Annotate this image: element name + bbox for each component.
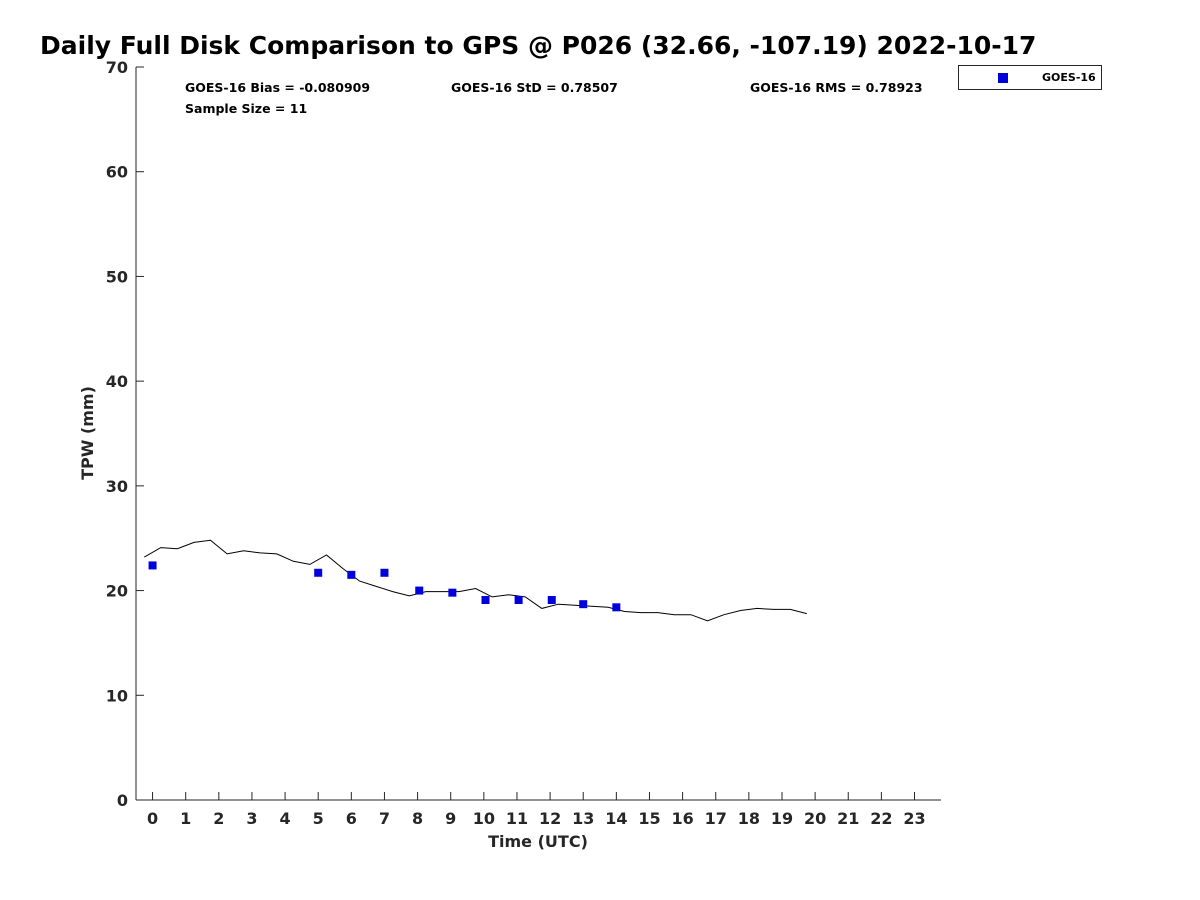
stat-rms: GOES-16 RMS = 0.78923 xyxy=(750,80,923,95)
chart-title: Daily Full Disk Comparison to GPS @ P026… xyxy=(40,31,1036,60)
y-tick-label: 20 xyxy=(106,582,128,601)
x-tick-label: 21 xyxy=(837,809,859,828)
x-tick-label: 3 xyxy=(246,809,257,828)
goes16-data-point xyxy=(612,603,621,612)
x-tick-label: 13 xyxy=(572,809,594,828)
stat-bias: GOES-16 Bias = -0.080909 xyxy=(185,80,370,95)
y-tick-label: 40 xyxy=(106,372,128,391)
x-tick-label: 23 xyxy=(903,809,925,828)
x-tick-label: 8 xyxy=(412,809,423,828)
x-tick-label: 19 xyxy=(771,809,793,828)
legend-label-goes16: GOES-16 xyxy=(1042,71,1096,84)
x-tick-label: 7 xyxy=(379,809,390,828)
goes16-data-point xyxy=(547,595,556,604)
goes16-markers xyxy=(148,561,621,612)
x-tick-label: 1 xyxy=(180,809,191,828)
y-tick-label: 70 xyxy=(106,58,128,77)
x-tick-label: 16 xyxy=(671,809,693,828)
goes16-data-point xyxy=(481,595,490,604)
x-tick-label: 6 xyxy=(346,809,357,828)
x-tick-label: 22 xyxy=(870,809,892,828)
y-tick-label: 30 xyxy=(106,477,128,496)
x-tick-label: 12 xyxy=(539,809,561,828)
goes16-data-point xyxy=(148,561,157,570)
goes16-data-point xyxy=(415,586,424,595)
stat-std: GOES-16 StD = 0.78507 xyxy=(451,80,618,95)
goes16-data-point xyxy=(314,568,323,577)
x-axis-label: Time (UTC) xyxy=(488,832,588,851)
goes16-data-point xyxy=(579,600,588,609)
x-ticks: 0 1 2 3 4 5 6 7 8 9 10 11 12 13 14 15 16 17 18 19 20 21 22 23 xyxy=(147,792,926,828)
x-tick-label: 0 xyxy=(147,809,158,828)
legend-box xyxy=(958,65,1102,90)
x-tick-label: 17 xyxy=(705,809,727,828)
x-tick-label: 9 xyxy=(445,809,456,828)
x-tick-label: 15 xyxy=(638,809,660,828)
x-tick-label: 5 xyxy=(313,809,324,828)
goes16-data-point xyxy=(514,595,523,604)
x-tick-label: 4 xyxy=(280,809,291,828)
goes16-data-point xyxy=(347,570,356,579)
gps-series-line xyxy=(144,539,807,622)
legend: GOES-16 xyxy=(958,65,1102,90)
y-tick-label: 60 xyxy=(106,163,128,182)
y-tick-label: 50 xyxy=(106,267,128,286)
y-tick-label: 10 xyxy=(106,686,128,705)
y-ticks: 0 10 20 30 40 50 60 70 xyxy=(106,58,144,810)
stat-sample-size: Sample Size = 11 xyxy=(185,101,307,116)
goes16-data-point xyxy=(380,568,389,577)
x-tick-label: 10 xyxy=(473,809,495,828)
goes16-data-point xyxy=(448,588,457,597)
x-tick-label: 20 xyxy=(804,809,826,828)
legend-marker-goes16 xyxy=(998,73,1008,83)
x-tick-label: 11 xyxy=(506,809,528,828)
x-tick-label: 2 xyxy=(213,809,224,828)
x-tick-label: 14 xyxy=(605,809,627,828)
y-axis-label: TPW (mm) xyxy=(78,386,97,480)
x-tick-label: 18 xyxy=(738,809,760,828)
y-tick-label: 0 xyxy=(117,791,128,810)
